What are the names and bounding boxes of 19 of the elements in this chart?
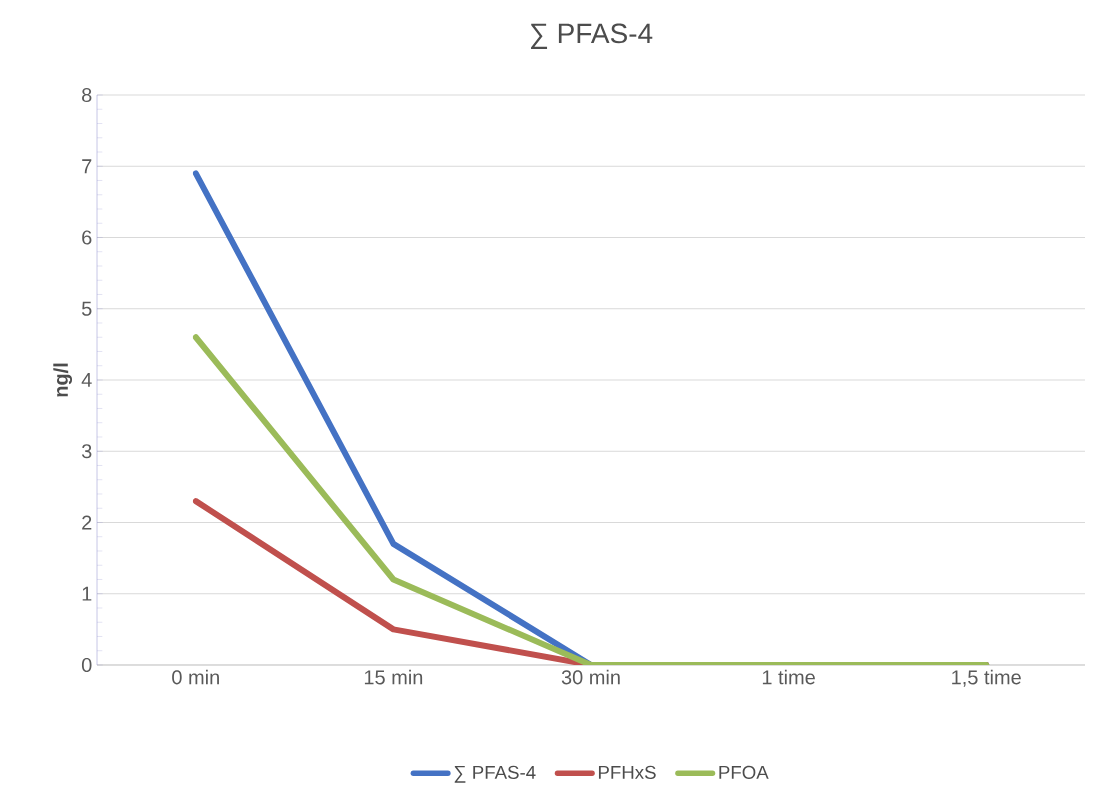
y-tick-label: 7 bbox=[82, 159, 92, 174]
legend-label: PFHxS bbox=[598, 765, 656, 779]
x-tick-label: 15 min bbox=[364, 669, 423, 685]
y-tick-label: 3 bbox=[81, 444, 92, 459]
y-tick-label: 0 bbox=[81, 657, 92, 673]
x-tick-label: 1 time bbox=[762, 669, 815, 685]
legend-label: ∑ PFAS-4 bbox=[454, 765, 536, 783]
y-axis-title: ng/l bbox=[53, 363, 73, 397]
y-tick-label: 1 bbox=[82, 586, 92, 601]
legend-label: PFOA bbox=[719, 765, 769, 779]
chart-title: ∑ PFAS-4 bbox=[531, 23, 653, 49]
x-tick-label: 1,5 time bbox=[952, 669, 1021, 687]
y-tick-label: 8 bbox=[82, 87, 92, 103]
y-tick-label: 4 bbox=[81, 373, 92, 387]
x-tick-label: 0 min bbox=[172, 669, 219, 685]
y-tick-label: 6 bbox=[82, 230, 92, 245]
y-tick-label: 5 bbox=[81, 301, 92, 316]
y-tick-label: 2 bbox=[82, 515, 92, 530]
x-tick-label: 30 min bbox=[561, 669, 620, 685]
